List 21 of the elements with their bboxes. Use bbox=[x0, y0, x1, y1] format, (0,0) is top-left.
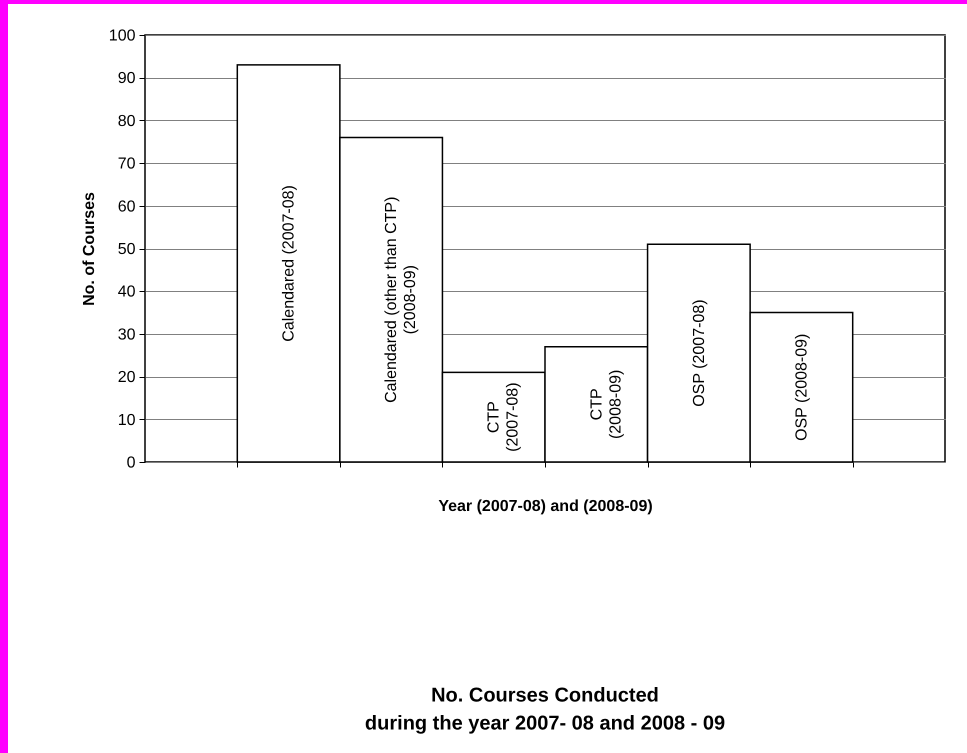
y-tick-label: 40 bbox=[118, 284, 136, 301]
y-tick-label: 90 bbox=[118, 70, 136, 88]
y-tick-label: 100 bbox=[108, 28, 136, 44]
y-tick-label: 80 bbox=[118, 112, 136, 130]
x-tick-label: CTP (2007-08) bbox=[486, 382, 522, 452]
x-tick-label: OSP (2008-09) bbox=[793, 334, 810, 441]
x-tick-label: OSP (2007-08) bbox=[690, 299, 708, 407]
y-tick-label: 0 bbox=[126, 454, 136, 472]
y-tick-label: 60 bbox=[118, 198, 136, 216]
text: No. Courses Conducted bbox=[431, 684, 659, 706]
y-tick-label: 70 bbox=[118, 156, 136, 173]
y-tick-label: 30 bbox=[118, 326, 136, 344]
x-tick-label: Calendared (2007-08) bbox=[280, 185, 298, 342]
text: during the year 2007- 08 and 2008 - 09 bbox=[364, 712, 726, 734]
y-axis-title: No. of Courses bbox=[80, 192, 98, 306]
x-tick-label: CTP (2008-09) bbox=[588, 370, 624, 440]
y-tick-label: 10 bbox=[118, 412, 136, 429]
x-tick-label: Calendared (other than CTP) (2008-09) bbox=[383, 196, 420, 403]
x-axis-title: Year (2007-08) and (2008-09) bbox=[438, 498, 653, 515]
y-tick-label: 50 bbox=[118, 241, 136, 258]
y-tick-label: 20 bbox=[118, 369, 136, 386]
